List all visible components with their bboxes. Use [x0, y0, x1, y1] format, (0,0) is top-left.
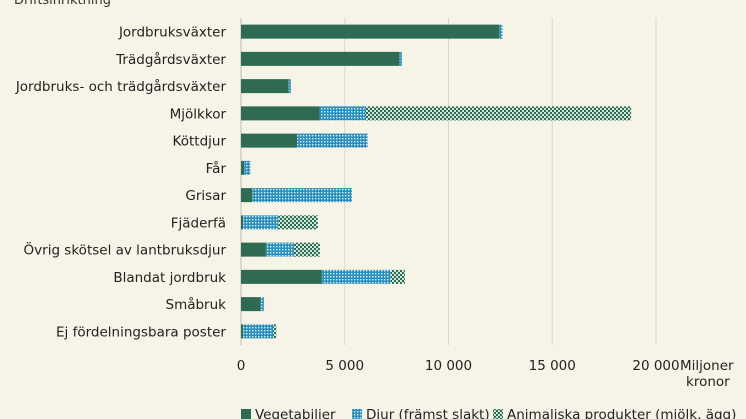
- bar-segment-2: [399, 51, 402, 66]
- bar-segment-1: [241, 215, 244, 230]
- category-label: Ej fördelningsbara poster: [56, 324, 226, 340]
- bar-segment-1: [241, 269, 322, 284]
- x-tick-label: 10 000: [425, 358, 472, 374]
- bar-segment-2: [321, 269, 391, 284]
- bar-segment-2: [252, 188, 353, 203]
- x-tick-labels: 0 5 000 10 000 15 000 20 000: [237, 358, 680, 374]
- category-label: Trädgårdsväxter: [115, 51, 226, 68]
- bar-segment-1: [241, 188, 253, 203]
- bar-segment-1: [241, 242, 266, 257]
- legend-swatch: [241, 409, 251, 419]
- bar-segment-2: [499, 24, 503, 39]
- legend-entry: Animaliska produkter (mjölk, ägg): [507, 407, 736, 419]
- legend: Vegetabilier Djur (främst slakt) Animalisk…: [241, 407, 736, 419]
- bar-segment-2: [265, 242, 294, 257]
- bar-layer: [241, 24, 632, 339]
- category-label: Köttdjur: [173, 134, 227, 150]
- legend-entry: Vegetabilier: [255, 407, 336, 419]
- grid-lines: [240, 18, 657, 345]
- bar-segment-3: [390, 269, 405, 284]
- bar-segment-1: [241, 79, 289, 94]
- category-label: Får: [206, 160, 227, 177]
- bar-segment-2: [260, 297, 264, 312]
- bar-segment-2: [297, 133, 368, 148]
- bar-segment-3: [293, 242, 320, 257]
- legend-swatch: [352, 409, 362, 419]
- bar-segment-1: [241, 51, 400, 66]
- legend-entry: Djur (främst slakt): [366, 407, 490, 419]
- category-label: Jordbruks- och trädgårdsväxter: [15, 78, 227, 95]
- x-tick-label: 15 000: [529, 358, 576, 374]
- bar-segment-3: [278, 215, 318, 230]
- category-labels: Jordbruksväxter Trädgårdsväxter Jordbruks-…: [15, 25, 227, 341]
- bar-segment-3: [273, 324, 277, 339]
- bar-segment-1: [241, 24, 500, 39]
- legend-swatch: [493, 409, 503, 419]
- bar-segment-2: [243, 215, 279, 230]
- category-label: Blandat jordbruk: [113, 270, 226, 286]
- bar-segment-1: [241, 106, 320, 121]
- bar-segment-2: [244, 160, 251, 175]
- bar-segment-2: [288, 79, 291, 94]
- y-axis-label: Driftsinriktning: [14, 0, 111, 8]
- category-label: Mjölkkor: [170, 106, 227, 122]
- bar-segment-2: [319, 106, 366, 121]
- category-label: Jordbruksväxter: [118, 25, 227, 41]
- x-tick-label: 20 000: [632, 358, 679, 374]
- bar-segment-3: [365, 106, 632, 121]
- bar-segment-1: [241, 133, 298, 148]
- x-axis-label-line1: Miljoner: [680, 358, 734, 374]
- category-label: Småbruk: [166, 296, 227, 313]
- bar-segment-1: [241, 324, 244, 339]
- category-label: Fjäderfä: [171, 215, 226, 231]
- x-tick-label: 0: [237, 358, 246, 374]
- bar-segment-1: [241, 297, 261, 312]
- category-label: Grisar: [185, 188, 226, 204]
- x-tick-label: 5 000: [325, 358, 364, 374]
- x-axis-label-line2: kronor: [686, 374, 730, 390]
- bar-segment-2: [243, 324, 274, 339]
- bar-segment-1: [241, 160, 245, 175]
- category-label: Övrig skötsel av lantbruksdjur: [24, 241, 227, 259]
